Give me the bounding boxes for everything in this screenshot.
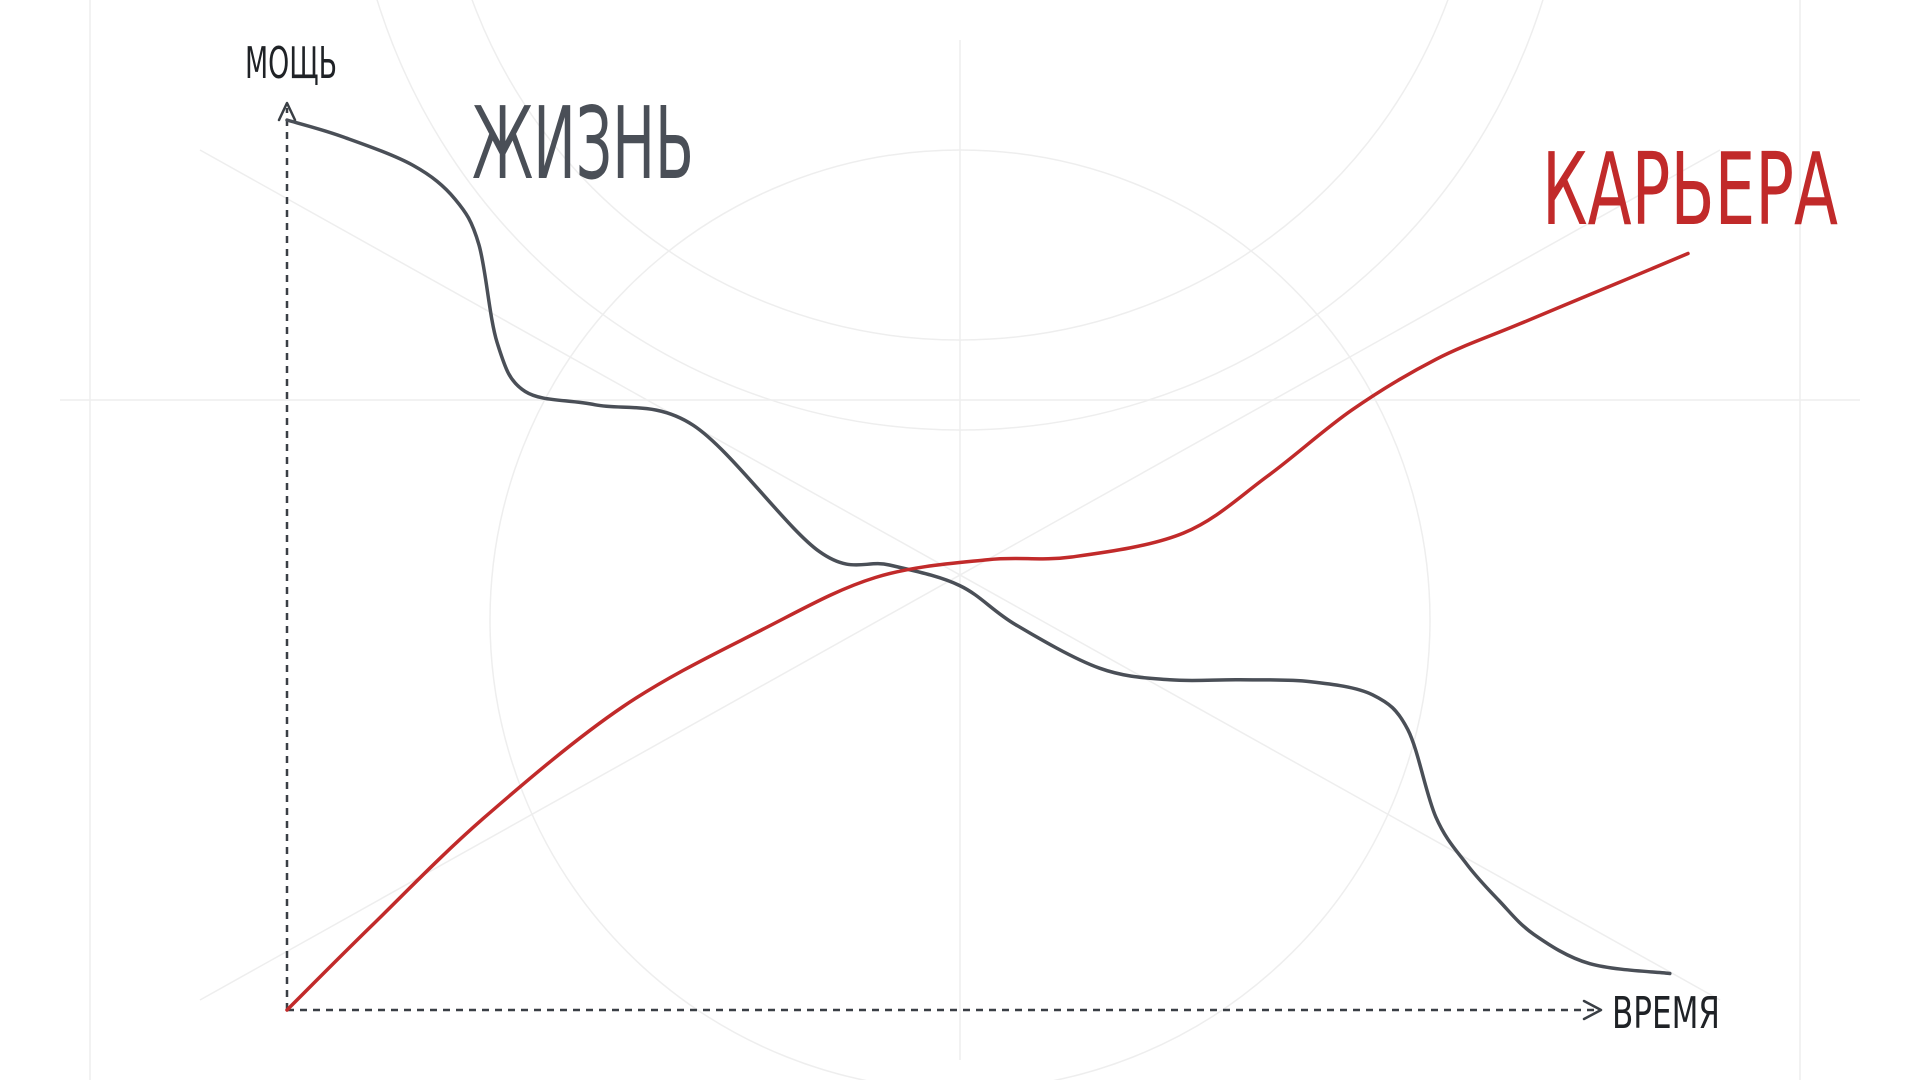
y-axis-label: МОЩЬ [245,38,337,89]
series-life-line [285,118,1672,976]
series-life-label: ЖИЗНЬ [472,85,694,202]
x-axis-arrow-icon [1582,999,1603,1021]
x-axis-label: ВРЕМЯ [1612,988,1720,1039]
series-career-line [285,251,1690,1012]
y-axis-arrow-icon [277,101,297,122]
axes [277,101,1603,1021]
background-map-watermark [60,0,1860,1080]
series-career-label: КАРЬЕРА [1542,131,1838,248]
